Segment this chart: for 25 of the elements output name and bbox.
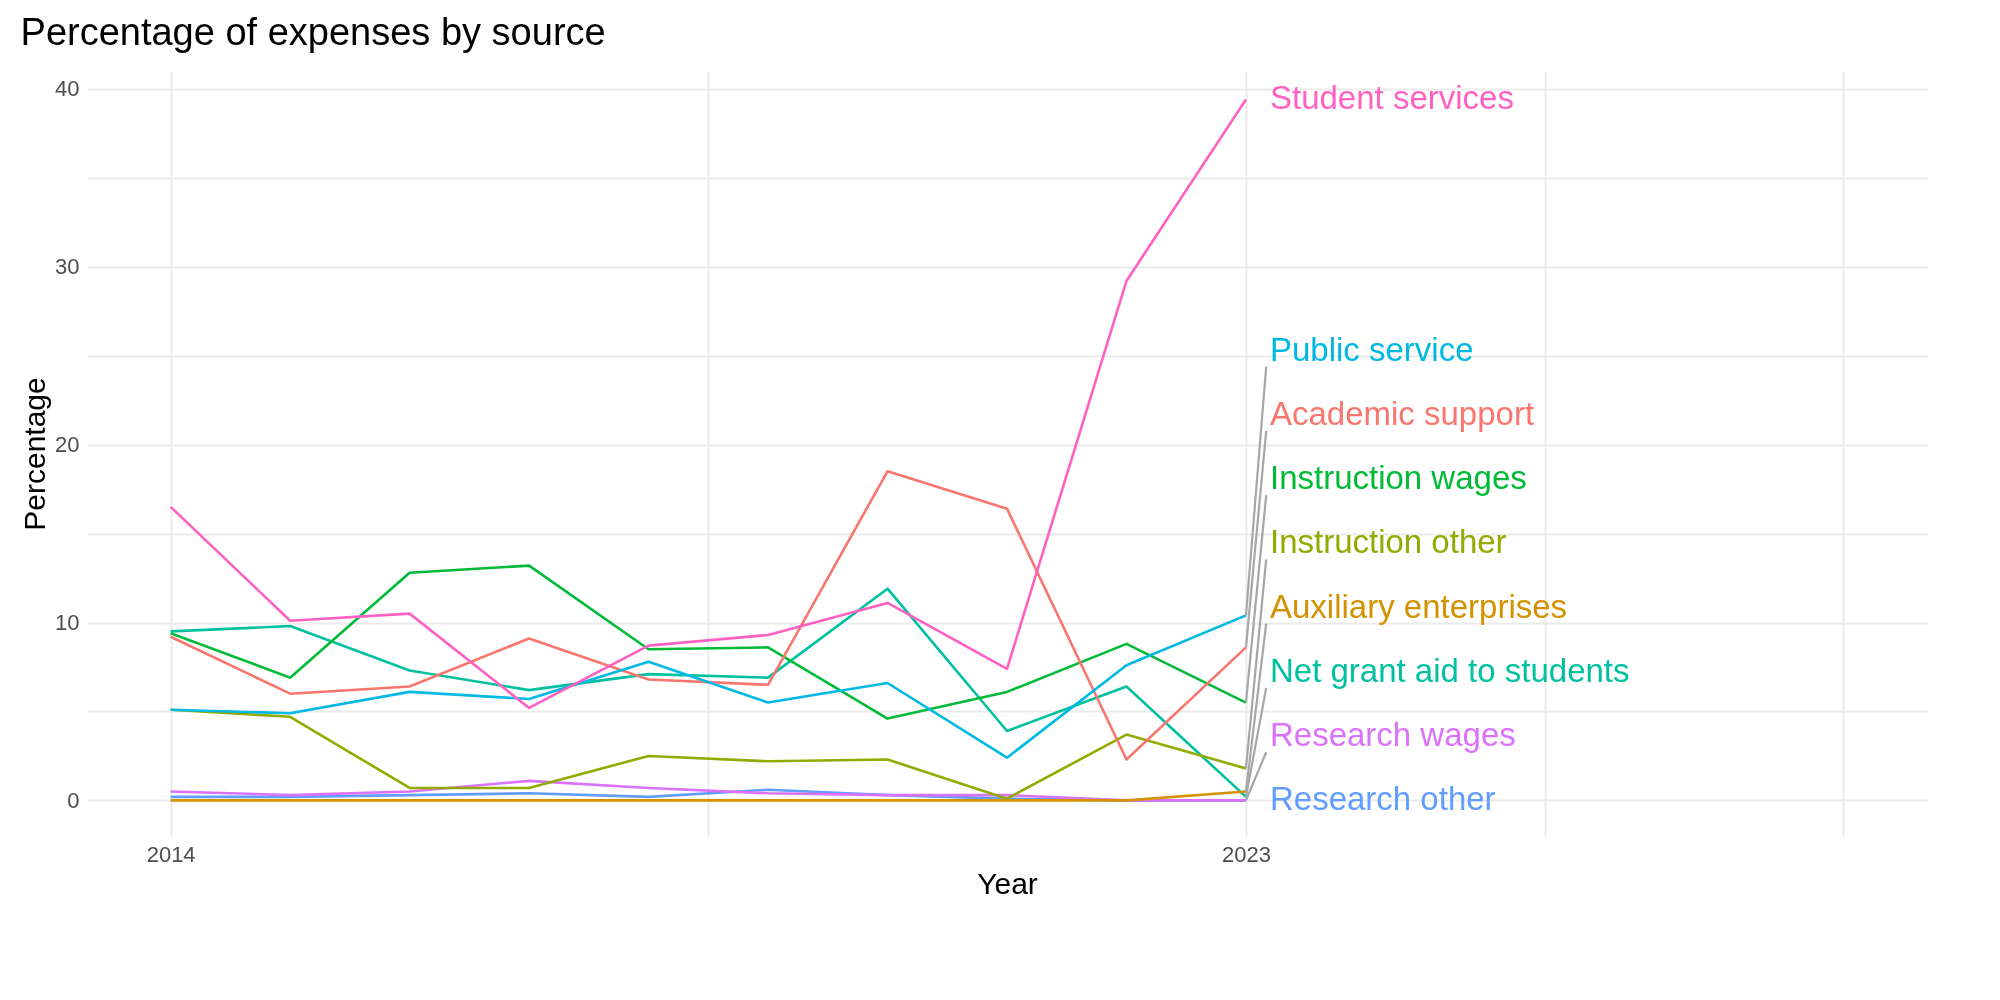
- x-axis-title: Year: [977, 866, 1038, 900]
- series-label: Research wages: [1269, 716, 1516, 754]
- series-label: Research other: [1269, 780, 1496, 818]
- y-axis-title: Percentage: [18, 377, 52, 531]
- x-tick-label: 2023: [1221, 841, 1271, 867]
- chart-title: Percentage of expenses by source: [20, 11, 606, 53]
- y-tick-label: 0: [67, 787, 80, 813]
- text: Net grant aid to students: [1269, 651, 1630, 689]
- line-series: [169, 469, 1248, 761]
- line-series: [169, 779, 1248, 802]
- text: Auxiliary enterprises: [1269, 587, 1568, 625]
- y-tick-label: 40: [55, 76, 80, 102]
- line-series: [169, 614, 1248, 760]
- text: Instruction other: [1269, 523, 1507, 561]
- text: Public service: [1269, 330, 1474, 368]
- y-tick-label: 10: [55, 610, 80, 636]
- line-series: [169, 564, 1248, 720]
- line-series: [169, 98, 1248, 710]
- x-tick-label: 2014: [146, 841, 196, 867]
- text: Instruction wages: [1269, 459, 1527, 497]
- y-tick-label: 20: [55, 432, 80, 458]
- y-tick-label: 30: [55, 254, 80, 280]
- line-series: [169, 587, 1248, 799]
- text: Academic support: [1269, 394, 1535, 432]
- series-label: Student services: [1269, 79, 1514, 117]
